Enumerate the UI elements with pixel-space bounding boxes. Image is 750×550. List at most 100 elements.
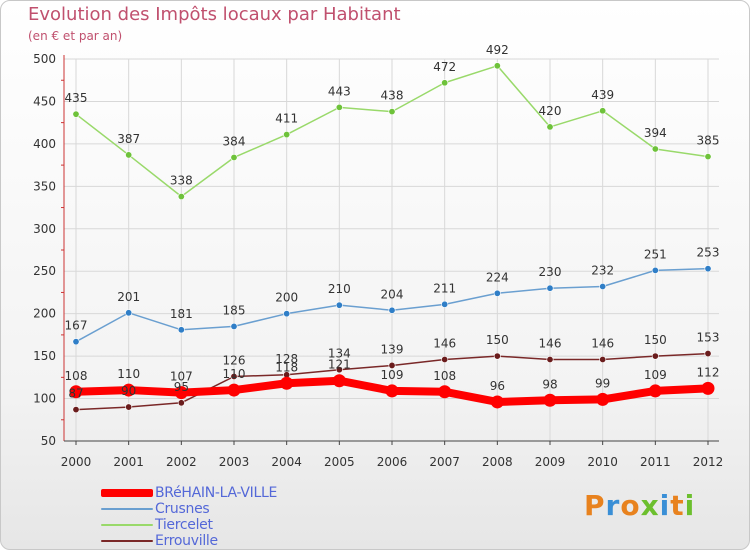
data-label-1: 230 <box>539 265 562 279</box>
data-label-1: 232 <box>591 264 614 278</box>
y-tick-label: 400 <box>33 137 56 151</box>
x-tick-label: 2004 <box>271 455 302 469</box>
legend-label: BRéHAIN-LA-VILLE <box>155 485 278 501</box>
logo-letter: t <box>670 489 685 522</box>
y-tick-label: 350 <box>33 179 56 193</box>
data-point-0 <box>332 374 346 388</box>
data-point-1 <box>599 283 607 291</box>
data-label-0: 112 <box>697 365 720 379</box>
logo-letter: i <box>659 489 671 522</box>
data-label-1: 224 <box>486 270 509 284</box>
data-point-0 <box>596 392 610 406</box>
logo-letter: P <box>584 489 606 522</box>
data-point-3 <box>125 403 133 411</box>
data-label-3: 146 <box>433 337 456 351</box>
data-point-1 <box>651 266 659 274</box>
data-label-3: 146 <box>539 337 562 351</box>
data-point-2 <box>230 153 238 161</box>
data-point-2 <box>704 153 712 161</box>
data-label-1: 211 <box>433 281 456 295</box>
data-label-0: 98 <box>542 377 557 391</box>
data-label-0: 121 <box>328 358 351 372</box>
x-tick-label: 2010 <box>587 455 618 469</box>
legend-swatch <box>101 508 153 510</box>
data-point-1 <box>493 289 501 297</box>
data-point-2 <box>72 110 80 118</box>
x-tick-label: 2007 <box>429 455 460 469</box>
data-label-1: 210 <box>328 282 351 296</box>
legend-label: Tiercelet <box>155 517 213 533</box>
legend-swatch <box>101 524 153 526</box>
data-label-0: 110 <box>117 367 140 381</box>
data-label-1: 185 <box>223 303 246 317</box>
data-point-0 <box>280 376 294 390</box>
data-label-0: 118 <box>275 360 298 374</box>
data-point-0 <box>438 385 452 399</box>
data-point-2 <box>388 108 396 116</box>
data-label-0: 99 <box>595 376 610 390</box>
data-label-2: 492 <box>486 43 509 57</box>
logo-letter: x <box>640 489 660 522</box>
data-label-2: 472 <box>433 60 456 74</box>
x-tick-label: 2002 <box>166 455 197 469</box>
x-tick-label: 2012 <box>693 455 724 469</box>
data-label-0: 107 <box>170 370 193 384</box>
data-label-0: 109 <box>644 368 667 382</box>
data-label-2: 435 <box>65 91 88 105</box>
data-point-1 <box>177 326 185 334</box>
data-label-0: 109 <box>381 368 404 382</box>
data-point-3 <box>493 352 501 360</box>
chart-title: Evolution des Impôts locaux par Habitant <box>28 4 401 25</box>
data-point-1 <box>230 322 238 330</box>
y-tick-label: 450 <box>33 94 56 108</box>
data-point-3 <box>230 372 238 380</box>
data-label-0: 96 <box>490 379 505 393</box>
data-point-1 <box>441 300 449 308</box>
data-point-0 <box>490 395 504 409</box>
x-tick-label: 2005 <box>324 455 355 469</box>
data-point-3 <box>72 406 80 414</box>
y-tick-label: 200 <box>33 307 56 321</box>
data-label-3: 134 <box>328 347 351 361</box>
data-point-0 <box>385 384 399 398</box>
y-tick-label: 50 <box>41 434 56 448</box>
data-point-3 <box>388 361 396 369</box>
data-point-0 <box>122 383 136 397</box>
data-point-2 <box>599 107 607 115</box>
data-label-1: 167 <box>65 319 88 333</box>
data-point-3 <box>177 399 185 407</box>
x-tick-label: 2006 <box>377 455 408 469</box>
data-point-0 <box>543 393 557 407</box>
legend-label: Crusnes <box>155 501 210 517</box>
data-label-0: 108 <box>65 369 88 383</box>
legend-swatch <box>101 489 153 497</box>
data-label-2: 338 <box>170 174 193 188</box>
x-tick-label: 2001 <box>113 455 144 469</box>
data-label-0: 108 <box>433 369 456 383</box>
data-label-3: 126 <box>223 353 246 367</box>
data-point-1 <box>335 301 343 309</box>
data-label-3: 95 <box>174 380 189 394</box>
data-label-2: 420 <box>539 104 562 118</box>
data-point-0 <box>648 384 662 398</box>
data-label-2: 385 <box>697 134 720 148</box>
y-tick-label: 150 <box>33 349 56 363</box>
data-label-1: 204 <box>381 287 404 301</box>
data-label-2: 439 <box>591 88 614 102</box>
data-point-1 <box>283 310 291 318</box>
data-point-2 <box>283 131 291 139</box>
data-label-3: 128 <box>275 352 298 366</box>
data-point-0 <box>701 381 715 395</box>
data-point-0 <box>174 386 188 400</box>
data-label-2: 443 <box>328 84 351 98</box>
x-tick-label: 2011 <box>640 455 671 469</box>
y-tick-label: 100 <box>33 392 56 406</box>
data-label-3: 87 <box>68 387 83 401</box>
logo-letter: i <box>684 489 696 522</box>
data-label-1: 251 <box>644 247 667 261</box>
x-tick-label: 2009 <box>535 455 566 469</box>
data-point-3 <box>441 356 449 364</box>
data-label-1: 253 <box>697 246 720 260</box>
data-label-2: 384 <box>223 134 246 148</box>
data-point-3 <box>651 352 659 360</box>
